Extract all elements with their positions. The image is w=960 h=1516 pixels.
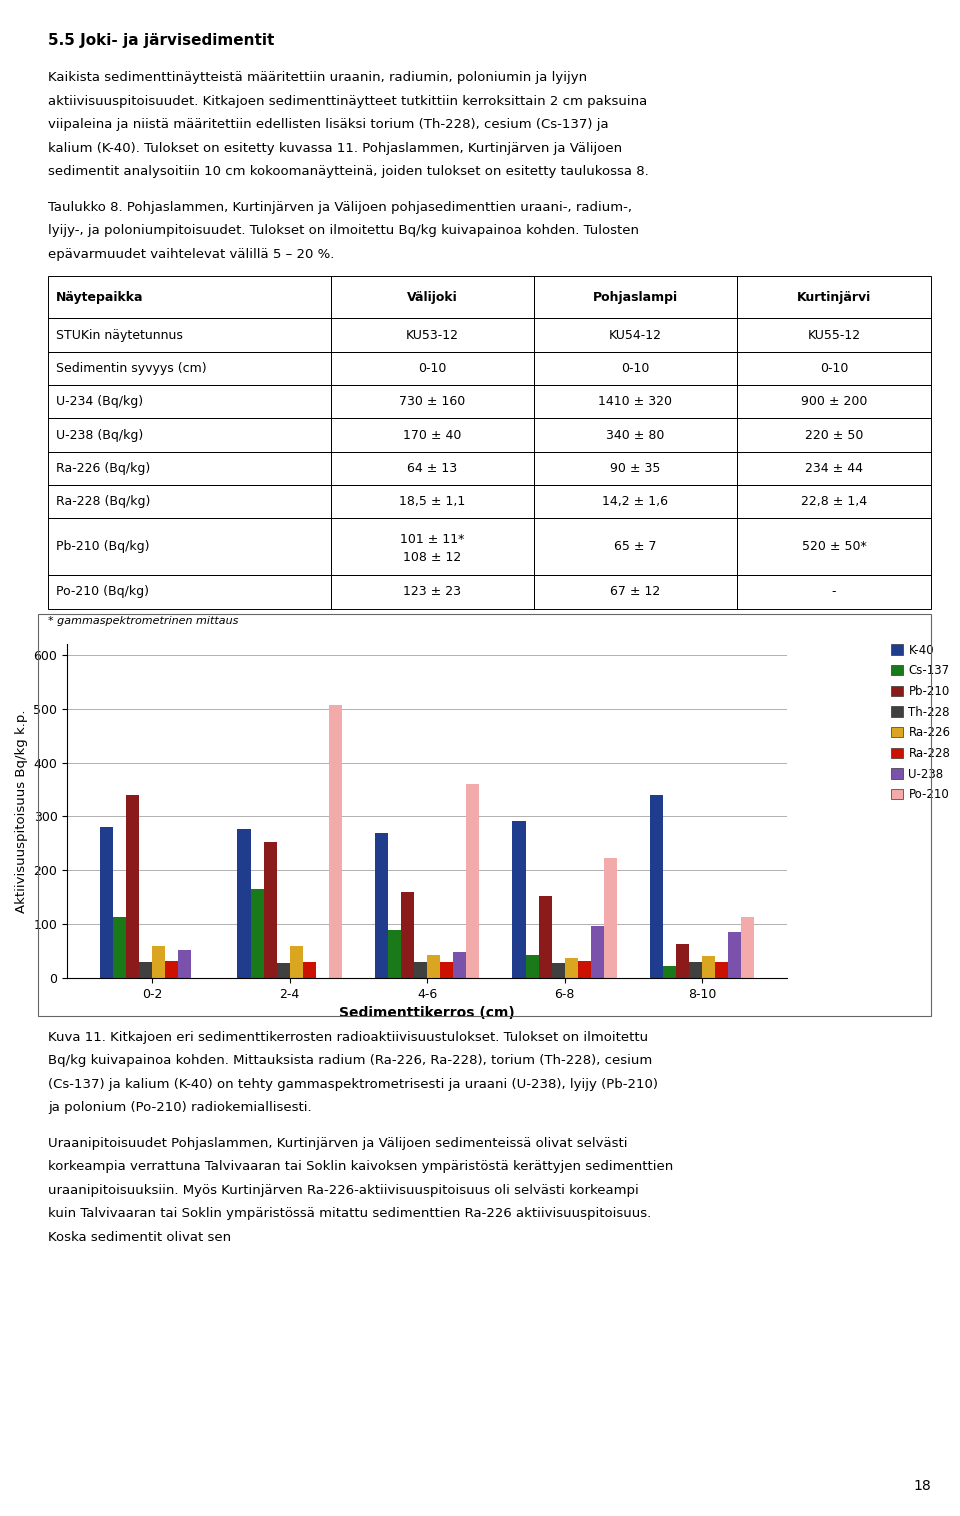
Text: Sedimentin syvyys (cm): Sedimentin syvyys (cm) <box>56 362 206 374</box>
Bar <box>729 932 741 978</box>
Legend: K-40, Cs-137, Pb-210, Th-228, Ra-226, Ra-228, U-238, Po-210: K-40, Cs-137, Pb-210, Th-228, Ra-226, Ra… <box>891 643 950 802</box>
Bar <box>276 963 290 978</box>
Text: korkeampia verrattuna Talvivaaran tai Soklin kaivoksen ympäristöstä kerättyjen s: korkeampia verrattuna Talvivaaran tai So… <box>48 1161 673 1173</box>
Bar <box>100 828 113 978</box>
Text: sedimentit analysoitiin 10 cm kokoomanäytteinä, joiden tulokset on esitetty taul: sedimentit analysoitiin 10 cm kokoomanäy… <box>48 165 649 179</box>
Bar <box>329 705 342 978</box>
Text: 520 ± 50*: 520 ± 50* <box>802 540 867 553</box>
Text: Uraanipitoisuudet Pohjaslammen, Kurtinjärven ja Välijoen sedimenteissä olivat se: Uraanipitoisuudet Pohjaslammen, Kurtinjä… <box>48 1137 628 1151</box>
Text: Kaikista sedimenttinäytteistä määritettiin uraanin, radiumin, poloniumin ja lyij: Kaikista sedimenttinäytteistä määritetti… <box>48 71 588 85</box>
Bar <box>590 926 604 978</box>
Bar <box>290 946 302 978</box>
Bar <box>552 963 564 978</box>
Bar <box>251 888 264 978</box>
Text: 0-10: 0-10 <box>418 362 446 374</box>
Bar <box>264 841 276 978</box>
Text: U-234 (Bq/kg): U-234 (Bq/kg) <box>56 396 143 408</box>
Bar <box>414 961 427 978</box>
Bar <box>139 961 153 978</box>
Text: KU54-12: KU54-12 <box>609 329 661 341</box>
Text: kalium (K-40). Tulokset on esitetty kuvassa 11. Pohjaslammen, Kurtinjärven ja Vä: kalium (K-40). Tulokset on esitetty kuva… <box>48 141 622 155</box>
Bar <box>126 794 139 978</box>
Bar <box>302 961 316 978</box>
Bar <box>702 957 715 978</box>
Bar <box>650 794 663 978</box>
Bar <box>441 961 453 978</box>
Text: 220 ± 50: 220 ± 50 <box>804 429 863 441</box>
Bar <box>153 946 165 978</box>
Text: 22,8 ± 1,4: 22,8 ± 1,4 <box>801 496 867 508</box>
Text: Koska sedimentit olivat sen: Koska sedimentit olivat sen <box>48 1231 231 1245</box>
Bar <box>179 951 191 978</box>
Text: Pb-210 (Bq/kg): Pb-210 (Bq/kg) <box>56 540 149 553</box>
Bar <box>525 955 539 978</box>
Text: Po-210 (Bq/kg): Po-210 (Bq/kg) <box>56 585 149 599</box>
Bar <box>401 891 414 978</box>
Bar <box>676 944 689 978</box>
Bar <box>604 858 617 978</box>
Text: 65 ± 7: 65 ± 7 <box>614 540 657 553</box>
X-axis label: Sedimenttikerros (cm): Sedimenttikerros (cm) <box>339 1007 516 1020</box>
Text: 730 ± 160: 730 ± 160 <box>399 396 466 408</box>
Text: uraanipitoisuuksiin. Myös Kurtinjärven Ra-226-aktiivisuuspitoisuus oli selvästi : uraanipitoisuuksiin. Myös Kurtinjärven R… <box>48 1184 638 1198</box>
Text: epävarmuudet vaihtelevat välillä 5 – 20 %.: epävarmuudet vaihtelevat välillä 5 – 20 … <box>48 247 334 261</box>
Y-axis label: Aktiivisuuspitoisuus Bq/kg k.p.: Aktiivisuuspitoisuus Bq/kg k.p. <box>15 709 28 913</box>
Bar <box>165 961 179 978</box>
Text: -: - <box>831 585 836 599</box>
Text: Pohjaslampi: Pohjaslampi <box>592 291 678 303</box>
Text: 234 ± 44: 234 ± 44 <box>805 462 863 475</box>
Bar <box>663 966 676 978</box>
Bar <box>388 931 401 978</box>
Text: Näytepaikka: Näytepaikka <box>56 291 143 303</box>
Text: U-238 (Bq/kg): U-238 (Bq/kg) <box>56 429 143 441</box>
Bar <box>564 958 578 978</box>
Text: Kurtinjärvi: Kurtinjärvi <box>797 291 871 303</box>
Text: aktiivisuuspitoisuudet. Kitkajoen sedimenttinäytteet tutkittiin kerroksittain 2 : aktiivisuuspitoisuudet. Kitkajoen sedime… <box>48 94 647 108</box>
Text: Ra-226 (Bq/kg): Ra-226 (Bq/kg) <box>56 462 150 475</box>
Bar <box>467 784 479 978</box>
Text: 67 ± 12: 67 ± 12 <box>611 585 660 599</box>
Bar <box>113 917 126 978</box>
Text: 5.5 Joki- ja järvisedimentit: 5.5 Joki- ja järvisedimentit <box>48 33 275 49</box>
Text: 1410 ± 320: 1410 ± 320 <box>598 396 672 408</box>
Text: KU53-12: KU53-12 <box>406 329 459 341</box>
Text: viipaleina ja niistä määritettiin edellisten lisäksi torium (Th-228), cesium (Cs: viipaleina ja niistä määritettiin edelli… <box>48 118 609 132</box>
Text: KU55-12: KU55-12 <box>807 329 860 341</box>
Text: 123 ± 23: 123 ± 23 <box>403 585 461 599</box>
Bar <box>578 961 590 978</box>
Text: 18,5 ± 1,1: 18,5 ± 1,1 <box>399 496 466 508</box>
Bar <box>427 955 441 978</box>
Text: 0-10: 0-10 <box>820 362 849 374</box>
Text: 64 ± 13: 64 ± 13 <box>407 462 457 475</box>
Bar <box>539 896 552 978</box>
Text: 108 ± 12: 108 ± 12 <box>403 550 462 564</box>
Bar <box>453 952 467 978</box>
Text: 14,2 ± 1,6: 14,2 ± 1,6 <box>602 496 668 508</box>
Text: lyijy-, ja poloniumpitoisuudet. Tulokset on ilmoitettu Bq/kg kuivapainoa kohden.: lyijy-, ja poloniumpitoisuudet. Tulokset… <box>48 224 639 238</box>
Text: Välijoki: Välijoki <box>407 291 458 303</box>
Text: Kuva 11. Kitkajoen eri sedimenttikerrosten radioaktiivisuustulokset. Tulokset on: Kuva 11. Kitkajoen eri sedimenttikerrost… <box>48 1031 648 1045</box>
Text: 900 ± 200: 900 ± 200 <box>801 396 867 408</box>
Text: Ra-228 (Bq/kg): Ra-228 (Bq/kg) <box>56 496 150 508</box>
Text: ja polonium (Po-210) radiokemiallisesti.: ja polonium (Po-210) radiokemiallisesti. <box>48 1102 312 1114</box>
Text: (Cs-137) ja kalium (K-40) on tehty gammaspektrometrisesti ja uraani (U-238), lyi: (Cs-137) ja kalium (K-40) on tehty gamma… <box>48 1078 658 1092</box>
Text: kuin Talvivaaran tai Soklin ympäristössä mitattu sedimenttien Ra-226 aktiivisuus: kuin Talvivaaran tai Soklin ympäristössä… <box>48 1208 651 1220</box>
Bar <box>715 961 729 978</box>
Bar <box>741 917 755 978</box>
Text: 18: 18 <box>914 1480 931 1493</box>
Text: 170 ± 40: 170 ± 40 <box>403 429 462 441</box>
Text: Taulukko 8. Pohjaslammen, Kurtinjärven ja Välijoen pohjasedimenttien uraani-, ra: Taulukko 8. Pohjaslammen, Kurtinjärven j… <box>48 200 632 214</box>
Text: STUKin näytetunnus: STUKin näytetunnus <box>56 329 182 341</box>
Bar <box>237 829 251 978</box>
Bar <box>513 820 525 978</box>
Bar <box>689 961 702 978</box>
Text: Bq/kg kuivapainoa kohden. Mittauksista radium (Ra-226, Ra-228), torium (Th-228),: Bq/kg kuivapainoa kohden. Mittauksista r… <box>48 1055 652 1067</box>
Bar <box>375 832 388 978</box>
Text: 90 ± 35: 90 ± 35 <box>611 462 660 475</box>
Text: * gammaspektrometrinen mittaus: * gammaspektrometrinen mittaus <box>48 615 238 626</box>
Text: 101 ± 11*: 101 ± 11* <box>400 532 465 546</box>
Text: 340 ± 80: 340 ± 80 <box>606 429 664 441</box>
Text: 0-10: 0-10 <box>621 362 650 374</box>
